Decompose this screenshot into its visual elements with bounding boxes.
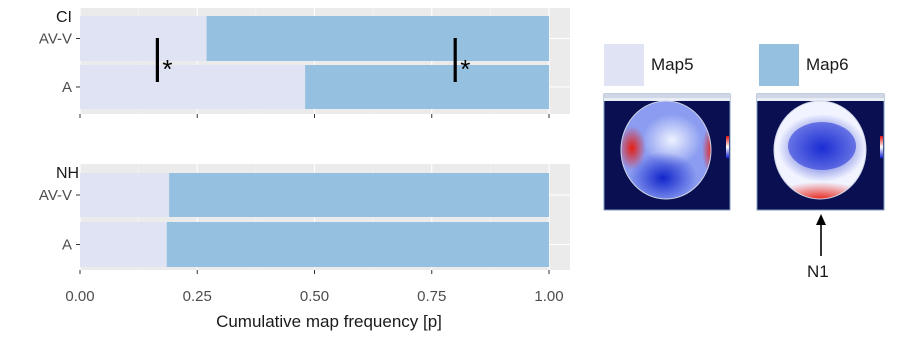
legend-label-map5: Map5 xyxy=(651,55,694,74)
y-tick-label: A xyxy=(62,79,72,96)
n1-arrowhead xyxy=(816,214,826,225)
bar-map5-av-v xyxy=(80,173,170,217)
y-tick-label: AV-V xyxy=(39,187,72,204)
x-tick-label: 1.00 xyxy=(534,288,563,305)
legend-label-map6: Map6 xyxy=(806,55,849,74)
bar-map5-a xyxy=(80,222,167,267)
bar-map6-av-v xyxy=(206,16,549,61)
x-tick-label: 0.50 xyxy=(300,288,329,305)
legend-swatch-map6 xyxy=(759,44,799,86)
y-tick-label: AV-V xyxy=(39,31,72,48)
legend-swatch-map5 xyxy=(604,44,644,86)
map6-topography xyxy=(756,93,885,211)
bar-map5-av-v xyxy=(80,16,207,61)
significance-star: * xyxy=(460,54,470,84)
significance-star: * xyxy=(162,54,172,84)
y-tick-label: A xyxy=(62,237,72,254)
panel-title-ci: CI xyxy=(56,9,72,26)
legend: Map5 Map6 xyxy=(604,44,849,86)
n1-label: N1 xyxy=(807,262,829,281)
x-tick-label: 0.00 xyxy=(65,288,94,305)
n1-annotation: N1 xyxy=(807,214,829,281)
panel-title-nh: NH xyxy=(56,165,79,182)
bar-map6-a xyxy=(166,222,549,267)
x-tick-label: 0.25 xyxy=(183,288,212,305)
x-axis-title: Cumulative map frequency [p] xyxy=(216,312,442,331)
panel-ci: AV-V A CI * * xyxy=(39,8,570,118)
bar-map6-a xyxy=(305,65,549,109)
x-tick-label: 0.75 xyxy=(417,288,446,305)
panel-nh: AV-V A NH xyxy=(39,164,570,274)
bar-map6-av-v xyxy=(169,173,550,217)
bar-map5-a xyxy=(80,65,306,109)
map5-topography xyxy=(603,93,731,211)
